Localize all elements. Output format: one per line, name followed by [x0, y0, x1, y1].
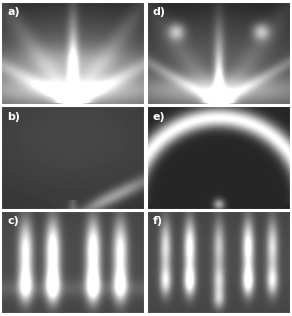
- Text: f): f): [153, 216, 163, 226]
- Text: d): d): [153, 7, 166, 17]
- Text: e): e): [153, 112, 166, 122]
- Text: c): c): [7, 216, 19, 226]
- Text: a): a): [7, 7, 20, 17]
- Text: b): b): [7, 112, 20, 122]
